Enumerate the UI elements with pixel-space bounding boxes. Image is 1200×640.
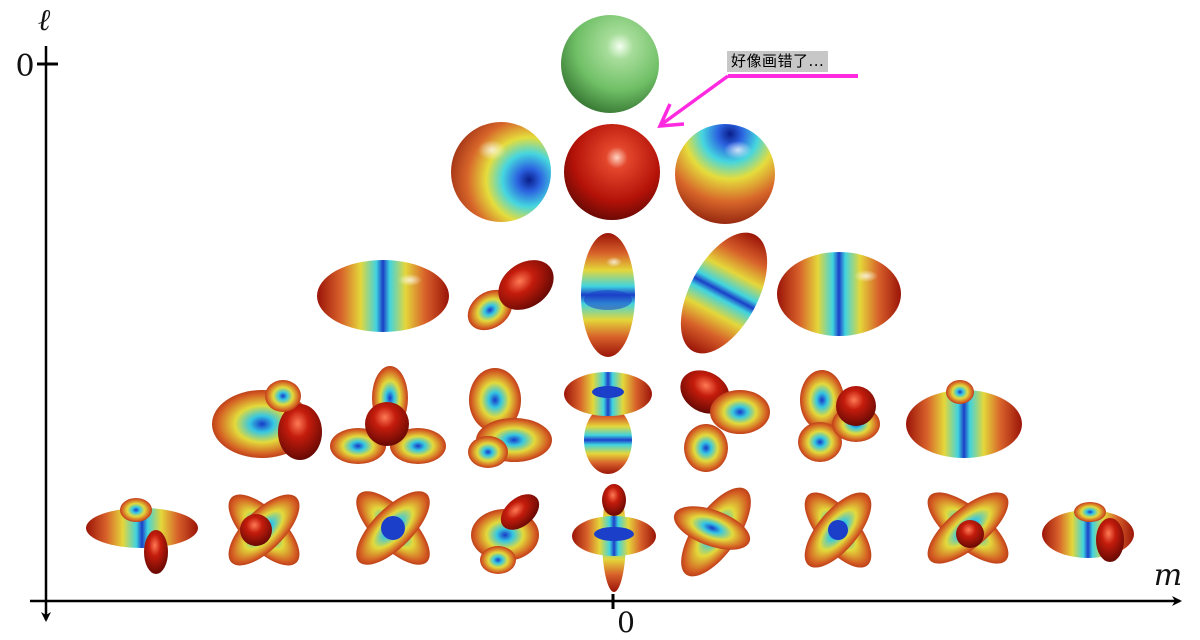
harmonic-row-l4 bbox=[86, 484, 1134, 592]
harmonic-l4-m-2 bbox=[356, 491, 430, 565]
harmonic-l3-m2 bbox=[798, 370, 880, 462]
harmonic-l0-m0 bbox=[561, 15, 659, 113]
harmonic-l3-m1 bbox=[680, 370, 770, 472]
harmonic-l3-m0 bbox=[564, 372, 652, 474]
harmonic-l4-m0 bbox=[572, 484, 656, 592]
harmonic-l4-m-4 bbox=[86, 498, 198, 574]
x-axis: m 0 bbox=[30, 558, 1182, 639]
y-zero-label: 0 bbox=[15, 49, 34, 84]
annotation-note: 好像画错了... bbox=[727, 51, 829, 72]
harmonic-l2-m2 bbox=[777, 252, 901, 336]
harmonic-l4-m4 bbox=[1042, 502, 1134, 562]
harmonic-row-l0 bbox=[561, 15, 659, 113]
harmonic-l2-m0 bbox=[581, 233, 635, 357]
harmonic-l3-m-2 bbox=[330, 366, 446, 464]
x-zero-label: 0 bbox=[617, 606, 635, 639]
harmonic-l3-m-3 bbox=[212, 380, 322, 460]
x-axis-label: m bbox=[1154, 558, 1182, 593]
harmonic-row-l2 bbox=[317, 232, 901, 357]
harmonic-l2-m1 bbox=[680, 232, 768, 354]
harmonic-l4-m2 bbox=[804, 492, 872, 568]
harmonic-l4-m-1 bbox=[471, 494, 540, 574]
harmonic-row-l3 bbox=[212, 366, 1022, 474]
harmonic-l4-m1 bbox=[673, 487, 751, 577]
annotation-arrow bbox=[657, 74, 858, 128]
y-axis: ℓ 0 bbox=[15, 3, 58, 622]
harmonic-l4-m-3 bbox=[228, 494, 300, 566]
harmonic-l1-m-1 bbox=[451, 122, 551, 222]
harmonic-l1-m0 bbox=[564, 124, 660, 220]
harmonic-l2-m-2 bbox=[317, 260, 449, 332]
harmonic-l3-m-1 bbox=[468, 368, 552, 468]
harmonic-l1-m1 bbox=[675, 124, 775, 224]
harmonic-row-l1 bbox=[451, 122, 775, 224]
harmonic-l2-m-1 bbox=[467, 260, 554, 331]
y-axis-label: ℓ bbox=[38, 3, 51, 38]
harmonic-l4-m3 bbox=[927, 492, 1009, 564]
harmonic-l3-m3 bbox=[906, 380, 1022, 458]
